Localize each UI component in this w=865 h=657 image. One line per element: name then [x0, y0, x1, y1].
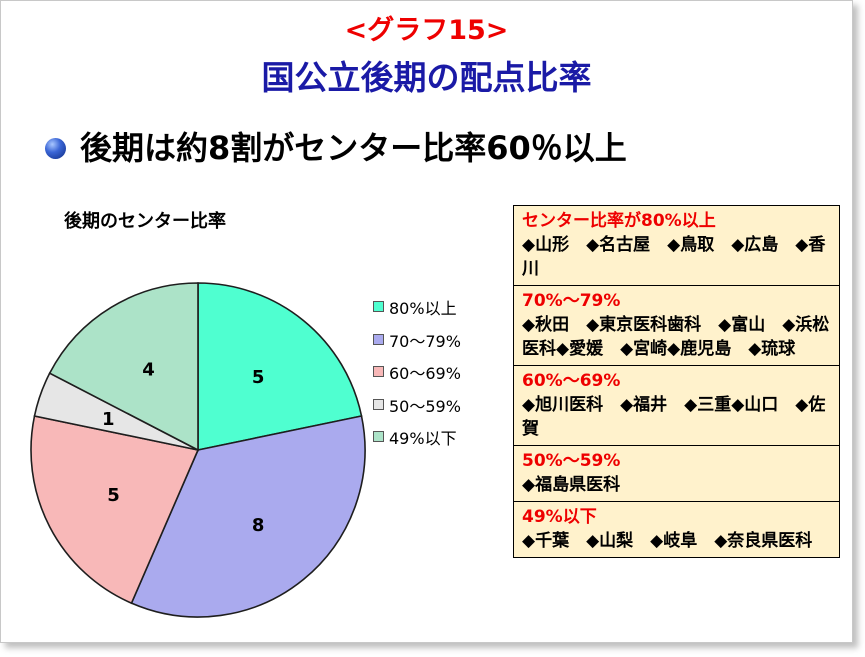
- legend-label: 49%以下: [389, 429, 457, 448]
- pie-slice-5: [48, 282, 199, 452]
- row-universities: ◆山形 ◆名古屋 ◆鳥取 ◆広島 ◆香川: [522, 235, 826, 279]
- pie-data-label-3: 5: [107, 485, 120, 506]
- legend-label: 50～59%: [389, 396, 461, 416]
- row-heading: 70%～79%: [522, 291, 621, 311]
- legend-swatch: [373, 366, 384, 377]
- row-universities: ◆福島県医科: [522, 475, 621, 495]
- table-row: 60%～69% ◆旭川医科 ◆福井 ◆三重◆山口 ◆佐賀: [514, 366, 839, 446]
- chart-title: 後期のセンター比率: [64, 211, 226, 232]
- row-heading: 50%～59%: [522, 451, 621, 471]
- pie-slice-2: [130, 415, 366, 618]
- row-heading: 49%以下: [522, 507, 597, 527]
- legend-swatch: [373, 333, 384, 345]
- legend-swatch: [373, 398, 384, 410]
- row-heading: センター比率が80%以上: [522, 211, 716, 231]
- slide: <グラフ15> 国公立後期の配点比率 後期は約8割がセンター比率60％以上 後期…: [0, 0, 853, 643]
- legend-label: 70～79%: [389, 331, 461, 351]
- legend-swatch: [373, 301, 384, 312]
- bullet-icon: [45, 138, 66, 159]
- table-row: センター比率が80%以上 ◆山形 ◆名古屋 ◆鳥取 ◆広島 ◆香川: [514, 206, 839, 286]
- table-row: 70%～79% ◆秋田 ◆東京医科歯科 ◆富山 ◆浜松医科◆愛媛 ◆宮崎◆鹿児島 …: [514, 286, 839, 366]
- pie-data-label-5: 4: [142, 360, 155, 381]
- row-universities: ◆千葉 ◆山梨 ◆岐阜 ◆奈良県医科: [522, 531, 813, 551]
- row-heading: 60%～69%: [522, 371, 621, 391]
- pie-data-label-2: 8: [252, 515, 265, 536]
- legend-label: 80%以上: [389, 299, 457, 318]
- pie-data-label-4: 1: [102, 409, 115, 430]
- legend-label: 60～69%: [389, 364, 461, 383]
- graph-tag: <グラフ15>: [344, 15, 509, 46]
- slide-title: 国公立後期の配点比率: [261, 58, 592, 97]
- table-row: 49%以下 ◆千葉 ◆山梨 ◆岐阜 ◆奈良県医科: [514, 502, 839, 557]
- pie-slice-3: [30, 415, 200, 605]
- pie-data-label-1: 5: [252, 367, 265, 388]
- pie-slice-1: [197, 282, 363, 451]
- university-table: センター比率が80%以上 ◆山形 ◆名古屋 ◆鳥取 ◆広島 ◆香川 70%～79% ◆…: [513, 205, 840, 558]
- row-universities: ◆旭川医科 ◆福井 ◆三重◆山口 ◆佐賀: [522, 395, 826, 439]
- bullet-text: 後期は約8割がセンター比率60％以上: [80, 129, 627, 167]
- legend-swatch: [373, 431, 384, 442]
- table-row: 50%～59% ◆福島県医科: [514, 446, 839, 502]
- pie-chart: 5 8 5 1 4: [30, 282, 366, 618]
- row-universities: ◆秋田 ◆東京医科歯科 ◆富山 ◆浜松医科◆愛媛 ◆宮崎◆鹿児島 ◆琉球: [522, 315, 830, 359]
